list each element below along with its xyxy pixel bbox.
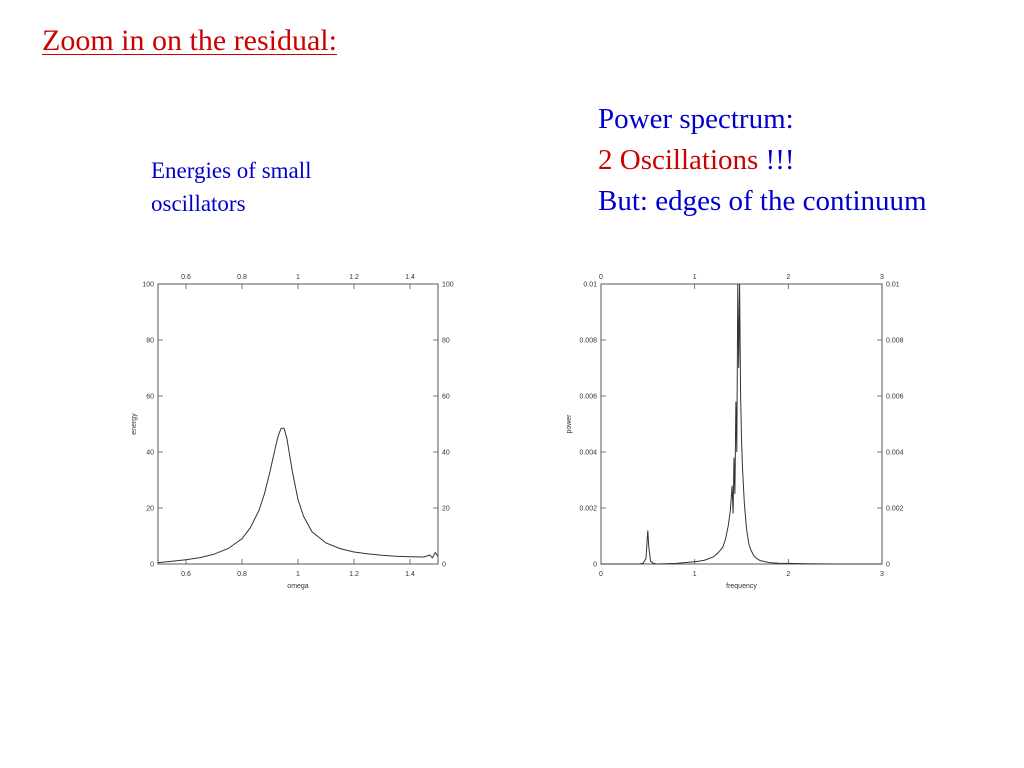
x-axis-label: frequency: [726, 583, 757, 590]
exclamation-text: !!!: [758, 144, 795, 176]
x-tick-label: 1.4: [405, 571, 415, 578]
y-tick-label: 0: [150, 562, 154, 569]
x-tick-label: 1: [296, 571, 300, 578]
y-tick-label-right: 0.002: [886, 506, 904, 513]
y-tick-label: 0.004: [579, 450, 597, 457]
y-tick-label-right: 40: [442, 450, 450, 457]
spectrum-caption-line-3: But: edges of the continuum: [598, 185, 927, 217]
y-tick-label-right: 0.01: [886, 282, 900, 289]
y-tick-label: 60: [146, 394, 154, 401]
y-tick-label: 0.008: [579, 338, 597, 345]
energy-caption: Energies of small oscillators: [151, 154, 391, 220]
x-tick-label-top: 1: [693, 274, 697, 281]
spectrum-caption-line-2: 2 Oscillations !!!: [598, 140, 927, 181]
x-tick-label-top: 3: [880, 274, 884, 281]
x-axis-label: omega: [287, 583, 309, 590]
y-tick-label-right: 0.008: [886, 338, 904, 345]
x-tick-label-top: 1: [296, 274, 300, 281]
spectrum-caption-line-1: Power spectrum:: [598, 103, 794, 135]
y-tick-label-right: 0.004: [886, 450, 904, 457]
x-tick-label: 0.6: [181, 571, 191, 578]
y-tick-label-right: 0.006: [886, 394, 904, 401]
energy-caption-line-1: Energies of small: [151, 158, 312, 183]
data-series-line: [157, 427, 439, 564]
y-tick-label: 0.002: [579, 506, 597, 513]
x-tick-label-top: 0.8: [237, 274, 247, 281]
data-series-line: [601, 283, 882, 565]
y-tick-label: 0.01: [583, 282, 597, 289]
x-tick-label: 0.8: [237, 571, 247, 578]
y-tick-label-right: 0: [886, 562, 890, 569]
x-tick-label-top: 1.4: [405, 274, 415, 281]
x-tick-label: 1.2: [349, 571, 359, 578]
energy-caption-line-2: oscillators: [151, 191, 246, 216]
y-tick-label: 0: [593, 562, 597, 569]
x-tick-label: 3: [880, 571, 884, 578]
x-tick-label-top: 1.2: [349, 274, 359, 281]
plot-frame: [600, 283, 883, 565]
y-tick-label: 20: [146, 506, 154, 513]
y-tick-label-right: 80: [442, 338, 450, 345]
oscillations-emphasis: 2 Oscillations: [598, 144, 759, 176]
x-tick-label: 2: [786, 571, 790, 578]
y-tick-label-right: 20: [442, 506, 450, 513]
x-tick-label-top: 0: [599, 274, 603, 281]
y-tick-label: 40: [146, 450, 154, 457]
x-tick-label: 0: [599, 571, 603, 578]
y-tick-label-right: 100: [442, 282, 454, 289]
x-tick-label: 1: [693, 571, 697, 578]
x-tick-label-top: 2: [786, 274, 790, 281]
y-tick-label: 80: [146, 338, 154, 345]
x-tick-label-top: 0.6: [181, 274, 191, 281]
y-tick-label: 0.006: [579, 394, 597, 401]
y-axis-label: energy: [131, 413, 138, 435]
spectrum-caption: Power spectrum: 2 Oscillations !!! But: …: [598, 99, 927, 222]
y-tick-label-right: 60: [442, 394, 450, 401]
y-tick-label: 100: [142, 282, 154, 289]
y-axis-label: power: [566, 414, 573, 434]
slide-title: Zoom in on the residual:: [42, 24, 337, 57]
y-tick-label-right: 0: [442, 562, 446, 569]
